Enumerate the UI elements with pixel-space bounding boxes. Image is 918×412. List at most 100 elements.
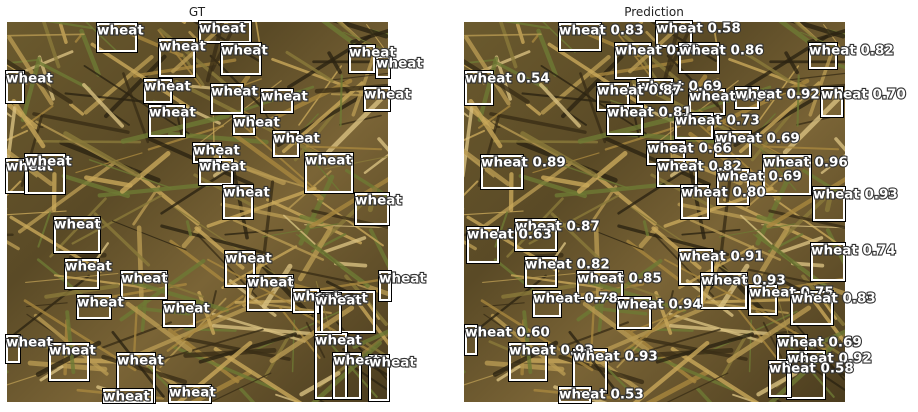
straw	[651, 226, 702, 270]
straw	[771, 83, 845, 94]
bbox-label: wheat 0.94	[617, 297, 702, 313]
bbox-label: wheat 0.69	[637, 79, 722, 95]
bbox-label: wheat 0.93	[813, 187, 898, 203]
straw	[132, 306, 138, 367]
straw	[7, 35, 54, 106]
straw	[7, 58, 40, 65]
bbox-outline	[688, 88, 726, 116]
bbox-label: wheat	[261, 89, 308, 105]
straw	[655, 332, 755, 364]
straw	[61, 173, 130, 199]
straw	[628, 22, 687, 74]
straw	[377, 137, 388, 152]
bbox-outline	[363, 86, 391, 112]
bbox	[813, 187, 845, 221]
bbox-label: wheat	[121, 271, 168, 287]
straw	[561, 54, 624, 119]
straw	[553, 385, 608, 402]
bbox	[717, 169, 749, 205]
straw	[489, 112, 587, 134]
straw	[695, 387, 713, 402]
straw	[630, 290, 732, 333]
straw	[181, 226, 202, 249]
straw	[173, 290, 275, 333]
straw	[793, 22, 824, 46]
straw	[464, 370, 507, 386]
straw	[681, 228, 741, 236]
bbox	[607, 105, 643, 135]
straw	[666, 372, 729, 402]
straw	[550, 212, 608, 267]
bbox-label: wheat	[225, 251, 272, 267]
bbox	[333, 353, 361, 399]
bbox	[211, 84, 243, 114]
straw	[130, 168, 200, 226]
bbox-label: wheat 0.54	[465, 71, 550, 87]
bbox-outline	[5, 158, 29, 194]
straw	[650, 173, 716, 210]
straw	[194, 226, 245, 270]
bbox-outline	[646, 140, 686, 166]
straw	[464, 240, 477, 251]
straw	[799, 359, 845, 392]
bbox-label: wheat 0.85	[577, 271, 662, 287]
straw	[7, 370, 50, 386]
straw	[808, 47, 835, 117]
bbox-label: wheat 0.70	[821, 87, 906, 103]
straw	[174, 107, 183, 138]
straw	[336, 22, 367, 46]
bbox-label: wheat 0.82	[809, 43, 894, 59]
bbox-outline	[96, 22, 138, 53]
bbox	[681, 185, 709, 219]
bbox-outline	[220, 42, 262, 76]
bbox-outline	[192, 142, 222, 164]
straw	[638, 226, 659, 249]
straw	[90, 42, 192, 110]
bbox-outline	[748, 284, 778, 316]
bbox-label: wheat 0.86	[679, 43, 764, 59]
straw	[528, 194, 619, 245]
panel-title: GT	[189, 5, 206, 19]
bbox	[533, 291, 561, 317]
bbox-label: wheat	[77, 295, 124, 311]
straw	[468, 98, 503, 149]
straw	[584, 279, 687, 313]
straw	[755, 310, 829, 352]
bbox-label: wheat	[6, 71, 53, 87]
bbox-outline	[292, 288, 320, 314]
bbox	[701, 273, 747, 309]
bbox	[6, 335, 20, 363]
straw	[642, 220, 650, 237]
bbox	[169, 385, 211, 403]
straw	[53, 274, 147, 289]
straw	[604, 365, 636, 398]
bbox-outline	[24, 153, 66, 195]
bbox-outline	[596, 82, 630, 112]
straw	[740, 214, 773, 245]
straw	[545, 159, 629, 189]
bbox-outline	[616, 296, 652, 330]
bbox-label: wheat	[293, 289, 340, 305]
bbox	[657, 159, 697, 187]
bbox-label: wheat 0.93	[509, 343, 594, 359]
straw	[85, 22, 119, 54]
bbox-outline	[76, 294, 112, 320]
straw	[221, 245, 298, 290]
bbox-label: wheat	[169, 385, 216, 401]
straw	[303, 148, 340, 191]
straw	[174, 80, 267, 129]
straw	[193, 173, 259, 210]
bbox-outline	[812, 186, 846, 222]
bbox-outline	[120, 270, 168, 300]
straw	[185, 220, 193, 237]
bbox	[647, 141, 685, 165]
bbox-outline	[558, 22, 602, 52]
bbox-label: wheat	[159, 39, 206, 55]
bbox	[376, 56, 390, 78]
bbox	[221, 43, 261, 75]
straw	[778, 22, 813, 46]
straw	[533, 388, 622, 400]
panel-title: Prediction	[624, 5, 684, 19]
bbox-outline	[222, 184, 254, 220]
bbox-outline	[162, 300, 196, 328]
